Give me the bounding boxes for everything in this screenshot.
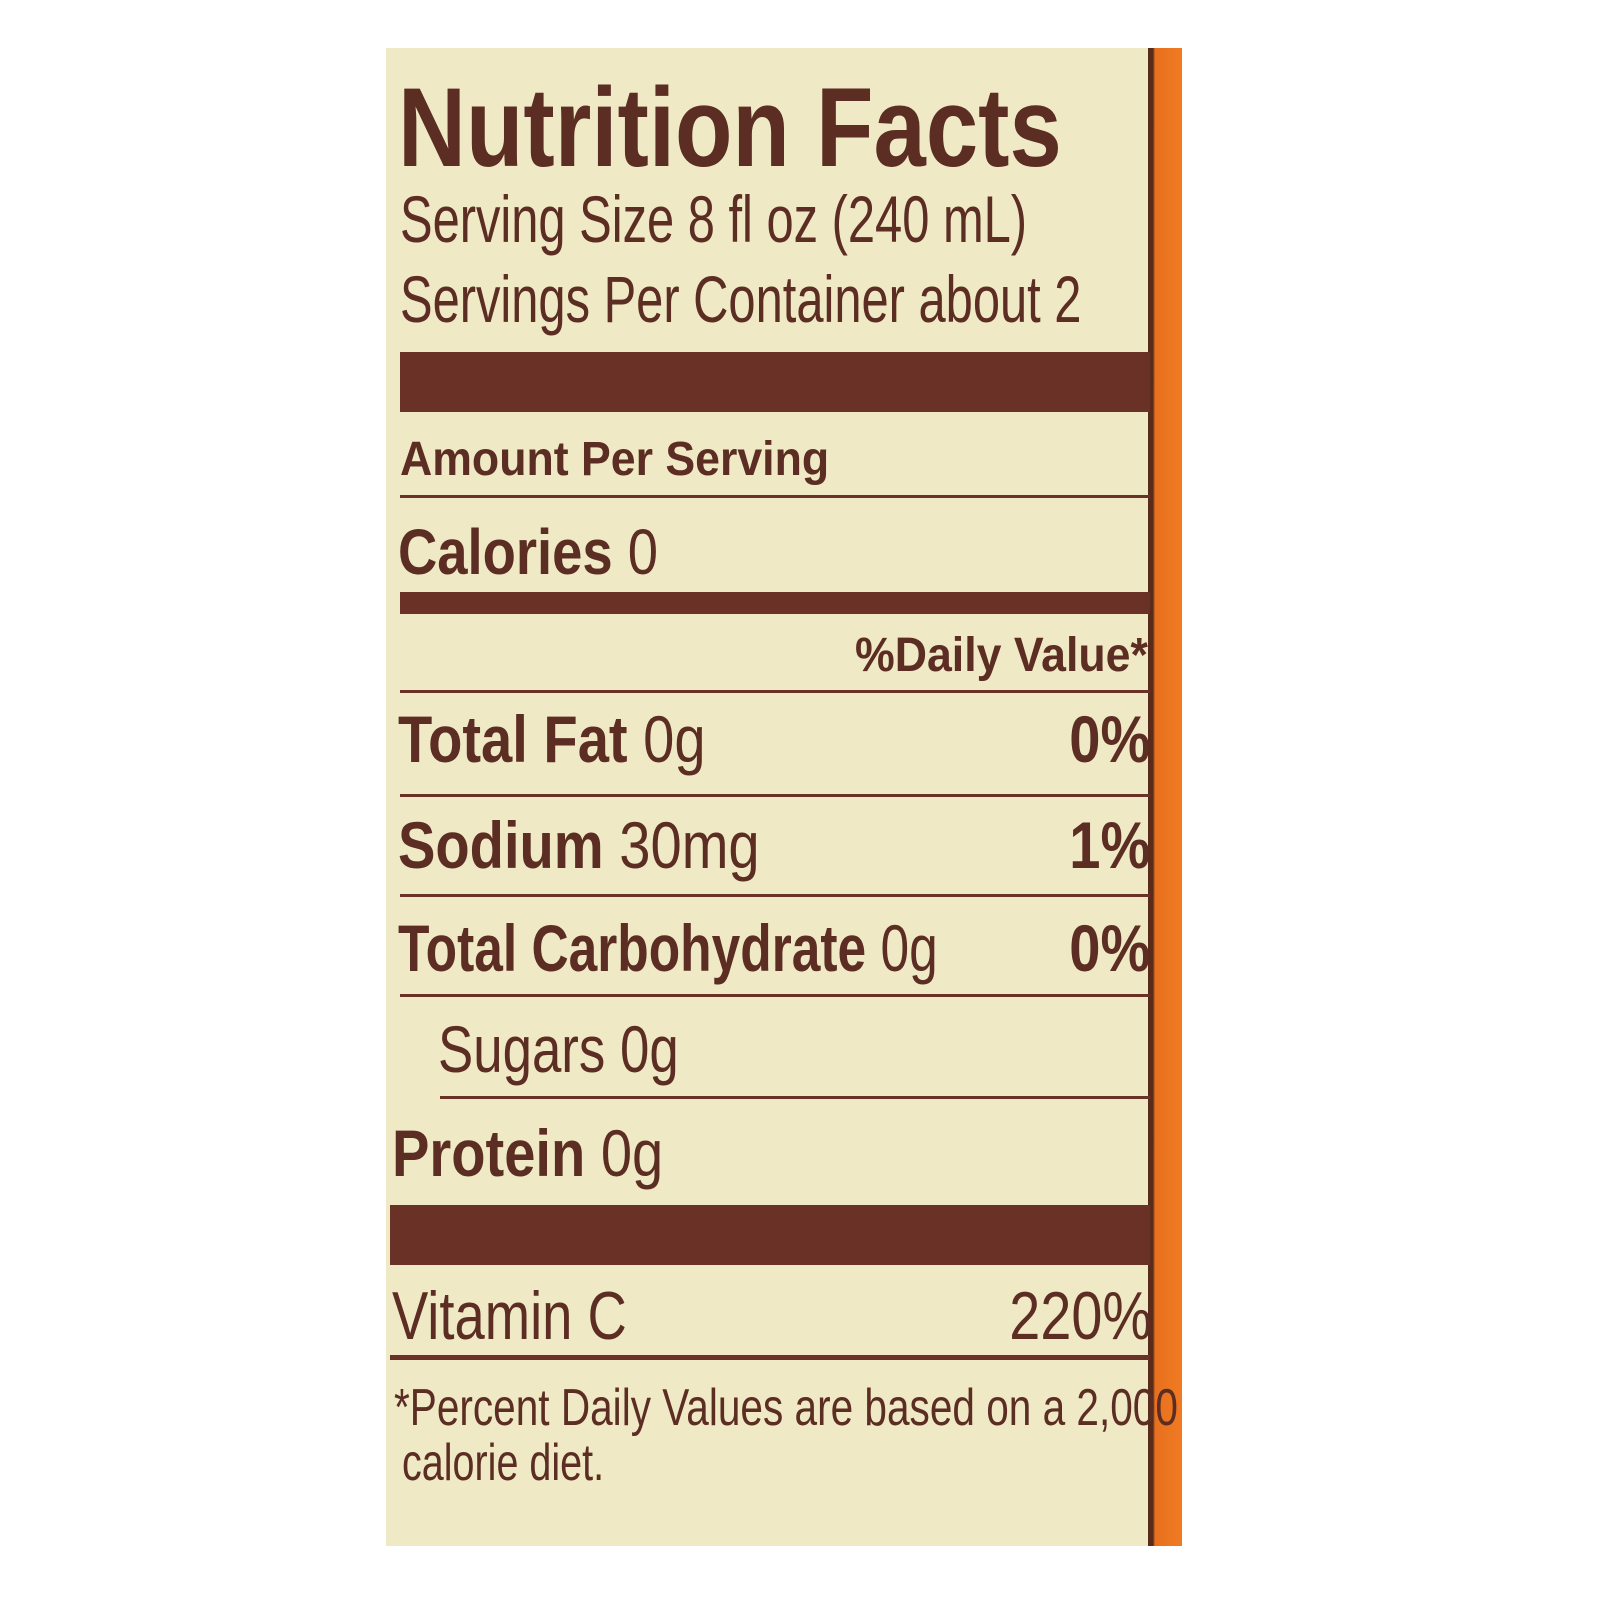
nutrient-amount: 0g: [600, 1116, 664, 1190]
nutrient-row-total-carbohydrate: Total Carbohydrate 0g: [398, 915, 938, 981]
divider: [390, 1355, 1150, 1360]
divider: [400, 994, 1150, 997]
calories-row: Calories 0: [398, 520, 658, 584]
nutrient-row-protein: Protein 0g: [392, 1120, 663, 1186]
divider: [400, 690, 1150, 693]
servings-per-container: Servings Per Container about 2: [400, 262, 1082, 336]
nutrient-label: Sugars: [438, 1012, 606, 1086]
nutrient-row-sugars: Sugars 0g: [438, 1016, 679, 1082]
nutrient-dv: 0%: [1068, 911, 1150, 985]
nutrient-row-sodium: Sodium 30mg: [398, 812, 760, 878]
footnote-line-2: calorie diet.: [402, 1434, 605, 1492]
nutrient-label: Sodium: [398, 808, 604, 882]
nutrient-label: Total Fat: [398, 702, 628, 776]
nutrient-amount: 0g: [643, 702, 706, 776]
divider: [400, 894, 1150, 897]
thick-divider: [400, 352, 1150, 412]
daily-value-header: %Daily Value*: [855, 629, 1148, 682]
nutrient-label: Total Carbohydrate: [398, 911, 867, 985]
nutrient-row-total-fat: Total Fat 0g: [398, 706, 706, 772]
nutrient-dv: 1%: [1068, 808, 1150, 882]
thick-divider: [390, 1205, 1150, 1265]
package-edge: [1148, 48, 1182, 1546]
nutrition-label: [386, 48, 1182, 1546]
nutrient-amount: 30mg: [619, 808, 760, 882]
label-title: Nutrition Facts: [398, 65, 1062, 190]
amount-per-serving: Amount Per Serving: [400, 433, 830, 486]
divider: [440, 1096, 1150, 1099]
divider: [400, 794, 1150, 797]
footnote-line-1: *Percent Daily Values are based on a 2,0…: [394, 1379, 1178, 1437]
nutrient-amount: 0g: [619, 1012, 679, 1086]
divider: [400, 495, 1150, 498]
serving-size: Serving Size 8 fl oz (240 mL): [400, 182, 1028, 256]
medium-divider: [400, 592, 1150, 614]
calories-label: Calories: [398, 516, 613, 588]
vitamin-c-label: Vitamin C: [392, 1278, 627, 1354]
calories-value: 0: [627, 516, 659, 588]
nutrient-amount: 0g: [880, 911, 938, 985]
nutrient-label: Protein: [392, 1116, 586, 1190]
nutrient-dv: 0%: [1068, 702, 1150, 776]
vitamin-c-dv: 220%: [1009, 1278, 1152, 1354]
